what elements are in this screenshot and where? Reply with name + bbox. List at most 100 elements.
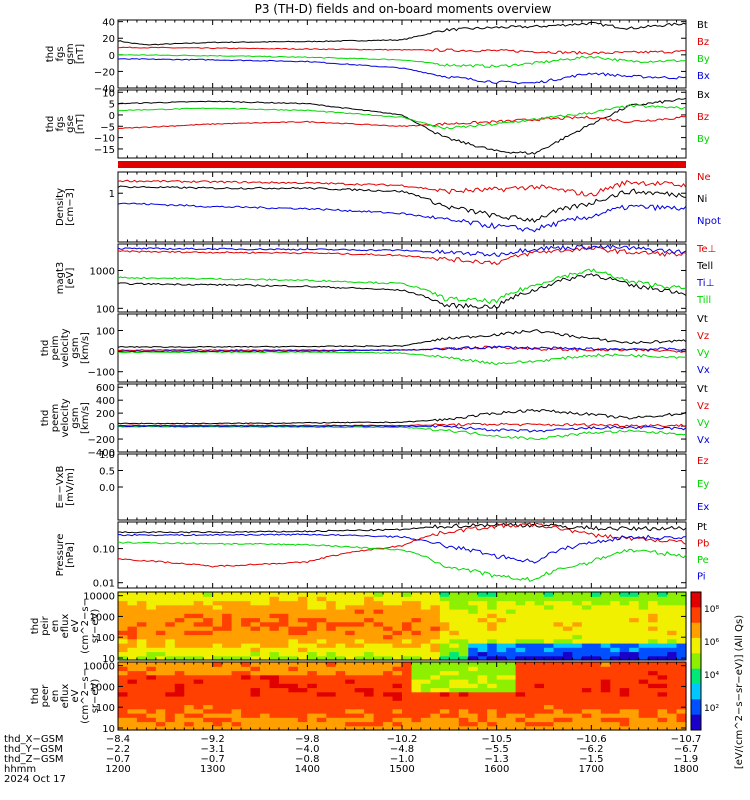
peir-spec-cell: [193, 651, 204, 657]
peer-spec-cell: [648, 691, 659, 697]
peir-spec-cell: [297, 609, 308, 614]
peer-spec-cell: [212, 666, 223, 672]
peir-spec-cell: [657, 613, 668, 619]
peer-spec-cell: [600, 674, 611, 680]
peir-spec-cell: [458, 621, 469, 627]
peir-spec-cell: [676, 643, 687, 648]
peer-spec-cell: [278, 704, 289, 710]
peir-spec-cell: [392, 604, 403, 610]
peir-spec-cell: [297, 647, 308, 653]
peer-spec-cell: [487, 670, 498, 676]
peir-spec-cell: [136, 638, 147, 644]
peer-spec-cell: [392, 721, 403, 727]
peer-spec-cell: [667, 717, 678, 723]
peer-spec-cell: [506, 683, 517, 689]
peer-spec-cell: [288, 670, 299, 676]
peer-spec-cell: [307, 666, 318, 672]
peir-spec-cell: [364, 621, 375, 627]
peir-spec-cell: [487, 613, 498, 619]
peer-spec-cell: [174, 687, 185, 693]
peir-spec-cell: [392, 592, 403, 597]
peir-spec-cell: [118, 643, 129, 648]
peir-spec-cell: [439, 596, 450, 602]
peer-spec-cell: [335, 721, 346, 727]
peer-spec-cell: [506, 725, 517, 731]
peir-spec-cell: [335, 596, 346, 602]
peir-spec-cell: [619, 655, 630, 661]
peer-spec-cell: [241, 691, 252, 697]
peir-spec-cell: [619, 647, 630, 653]
peir-spec-cell: [364, 600, 375, 606]
peir-spec-cell: [610, 647, 621, 653]
peir-spec-cell: [335, 647, 346, 653]
peir-spec-cell: [496, 647, 507, 653]
peir-spec-cell: [383, 651, 394, 657]
peer-spec-cell: [383, 662, 394, 667]
peir-spec-cell: [193, 647, 204, 653]
peer-spec-cell: [544, 679, 555, 684]
peir-spec-cell: [373, 604, 384, 610]
peer-spec-cell: [629, 691, 640, 697]
peer-spec-ytick-label: 10: [102, 724, 115, 735]
peer-spec-cell: [260, 691, 271, 697]
peer-spec-cell: [525, 674, 536, 680]
peer-spec-cell: [553, 670, 564, 676]
peer-spec-cell: [562, 691, 573, 697]
peer-spec-cell: [515, 679, 526, 684]
peir-spec-cell: [562, 638, 573, 644]
peer-spec-cell: [364, 725, 375, 731]
fgs-gsm-series-bx: [117, 58, 687, 85]
peir-spec-cell: [222, 621, 233, 627]
peem-vel-ytick-label: 0: [109, 422, 115, 433]
peir-spec-cell: [288, 604, 299, 610]
peir-spec-cell: [591, 621, 602, 627]
xaxis-value: −0.8: [295, 754, 319, 765]
peer-spec-cell: [402, 717, 413, 723]
peir-spec-cell: [402, 604, 413, 610]
peir-spec-cell: [610, 617, 621, 623]
peer-spec-cell: [591, 725, 602, 731]
peem-vel-ytick-label: −200: [88, 435, 115, 446]
peer-spec-cell: [345, 662, 356, 667]
peir-spec-cell: [203, 626, 214, 631]
peer-spec-cell: [449, 700, 460, 706]
peir-spec-cell: [610, 651, 621, 657]
peer-spec-cell: [326, 708, 337, 714]
peir-spec-cell: [260, 613, 271, 619]
peir-spec-cell: [544, 617, 555, 623]
peer-spec-cell: [667, 725, 678, 731]
peir-spec-cell: [155, 596, 166, 602]
peer-spec-cell: [250, 674, 261, 680]
peir-spec-cell: [458, 626, 469, 631]
peer-spec-cell: [515, 670, 526, 676]
peer-spec-cell: [430, 691, 441, 697]
peir-spec-cell: [648, 600, 659, 606]
peer-spec-cell: [402, 721, 413, 727]
peir-spec-cell: [610, 609, 621, 614]
peer-spec-cell: [146, 721, 157, 727]
peir-spec-cell: [525, 634, 536, 640]
peir-spec-cell: [600, 596, 611, 602]
peer-spec-cell: [468, 683, 479, 689]
peir-spec-cell: [534, 655, 545, 661]
peer-spec-cell: [326, 683, 337, 689]
peer-spec-cell: [307, 708, 318, 714]
efield-legend-1: Ey: [697, 479, 709, 490]
peer-spec-cell: [600, 662, 611, 667]
peer-spec-cell: [118, 725, 129, 731]
peir-spec-cell: [496, 651, 507, 657]
peer-spec-cell: [326, 687, 337, 693]
peir-spec-cell: [193, 638, 204, 644]
peer-spec-cell: [127, 717, 138, 723]
peir-spec-cell: [515, 596, 526, 602]
peir-spec-cell: [562, 643, 573, 648]
peer-spec-cell: [345, 674, 356, 680]
peer-spec-cell: [600, 666, 611, 672]
peir-spec-cell: [515, 651, 526, 657]
peir-spec-cell: [184, 638, 195, 644]
peir-spec-cell: [269, 609, 280, 614]
peer-spec-cell: [525, 662, 536, 667]
peer-spec-cell: [155, 717, 166, 723]
peir-spec-cell: [439, 609, 450, 614]
peer-spec-cell: [449, 674, 460, 680]
